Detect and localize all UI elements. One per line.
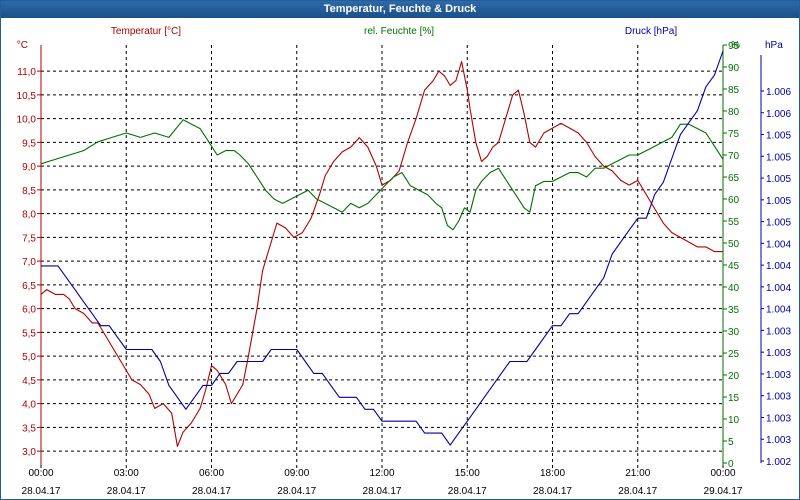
x-tick-time-label: 21:00 xyxy=(625,468,650,479)
humidity-tick-label: 10 xyxy=(728,415,740,426)
pressure-tick-label: 1.005 xyxy=(766,196,791,207)
pressure-tick-label: 1.002 xyxy=(766,457,791,468)
humidity-tick-label: 25 xyxy=(728,349,740,360)
x-tick-time-label: 09:00 xyxy=(284,468,309,479)
humidity-tick-label: 70 xyxy=(728,151,740,162)
pressure-unit-label: hPa xyxy=(765,40,783,51)
temperature-tick-label: 4,0 xyxy=(22,400,36,411)
temperature-tick-label: 8,5 xyxy=(22,186,36,197)
temperature-tick-label: 3,0 xyxy=(22,447,36,458)
humidity-tick-label: 40 xyxy=(728,283,740,294)
legend-pressure: Druck [hPa] xyxy=(625,26,677,37)
temperature-tick-label: 5,5 xyxy=(22,328,36,339)
humidity-tick-label: 85 xyxy=(728,85,740,96)
x-tick-date-label: 28.04.17 xyxy=(107,486,146,497)
x-tick-time-label: 15:00 xyxy=(455,468,480,479)
temperature-tick-label: 11,0 xyxy=(17,67,36,78)
x-tick-date-label: 28.04.17 xyxy=(448,486,487,497)
pressure-tick-label: 1.006 xyxy=(766,87,791,98)
humidity-tick-label: 30 xyxy=(728,327,740,338)
temperature-tick-label: 5,0 xyxy=(22,352,36,363)
x-tick-time-label: 03:00 xyxy=(114,468,139,479)
series xyxy=(40,50,724,447)
humidity-tick-label: 50 xyxy=(728,239,740,250)
legend-humidity: rel. Feuchte [%] xyxy=(364,26,434,37)
pressure-tick-label: 1.004 xyxy=(766,305,791,316)
x-tick-date-label: 28.04.17 xyxy=(277,486,316,497)
x-tick-time-label: 12:00 xyxy=(369,468,394,479)
humidity-tick-label: 90 xyxy=(728,63,740,74)
axes: °C % hPa Temperatur [°C] rel. Feuchte [%… xyxy=(17,26,792,497)
x-tick-date-label: 28.04.17 xyxy=(22,486,61,497)
humidity-tick-label: 55 xyxy=(728,217,740,228)
humidity-tick-label: 75 xyxy=(728,129,740,140)
pressure-tick-label: 1.003 xyxy=(766,413,791,424)
pressure-tick-label: 1.006 xyxy=(766,109,791,120)
x-tick-date-label: 28.04.17 xyxy=(363,486,402,497)
pressure-tick-label: 1.005 xyxy=(766,131,791,142)
temperature-tick-label: 6,5 xyxy=(22,281,36,292)
temperature-unit-label: °C xyxy=(17,40,28,51)
temperature-series-line xyxy=(40,61,723,447)
temperature-tick-label: 6,0 xyxy=(22,305,36,316)
pressure-tick-label: 1.004 xyxy=(766,239,791,250)
pressure-tick-label: 1.003 xyxy=(766,348,791,359)
pressure-tick-label: 1.003 xyxy=(766,392,791,403)
humidity-tick-label: 35 xyxy=(728,305,740,316)
pressure-tick-label: 1.005 xyxy=(766,152,791,163)
x-tick-time-label: 06:00 xyxy=(199,468,224,479)
pressure-tick-label: 1.005 xyxy=(766,218,791,229)
x-tick-time-label: 00:00 xyxy=(28,468,53,479)
humidity-tick-label: 20 xyxy=(728,371,740,382)
x-tick-date-label: 28.04.17 xyxy=(192,486,231,497)
x-tick-date-label: 28.04.17 xyxy=(618,486,657,497)
x-tick-date-label: 29.04.17 xyxy=(704,486,743,497)
humidity-tick-label: 80 xyxy=(728,107,740,118)
weather-chart: °C % hPa Temperatur [°C] rel. Feuchte [%… xyxy=(1,18,799,499)
x-tick-date-label: 28.04.17 xyxy=(533,486,572,497)
humidity-tick-label: 5 xyxy=(728,437,734,448)
temperature-tick-label: 10,5 xyxy=(17,91,37,102)
legend-temperature: Temperatur [°C] xyxy=(111,26,181,37)
humidity-unit-label: % xyxy=(731,40,740,51)
temperature-tick-label: 10,0 xyxy=(17,115,37,126)
chart-background xyxy=(1,18,799,499)
humidity-tick-label: 60 xyxy=(728,195,740,206)
chart-title: Temperatur, Feuchte & Druck xyxy=(1,1,799,18)
humidity-tick-label: 0 xyxy=(728,459,734,470)
pressure-tick-label: 1.004 xyxy=(766,261,791,272)
pressure-tick-label: 1.005 xyxy=(766,174,791,185)
pressure-tick-label: 1.003 xyxy=(766,435,791,446)
x-tick-time-label: 18:00 xyxy=(540,468,565,479)
humidity-tick-label: 45 xyxy=(728,261,740,272)
humidity-tick-label: 15 xyxy=(728,393,740,404)
temperature-tick-label: 9,0 xyxy=(22,162,36,173)
temperature-tick-label: 7,0 xyxy=(22,257,36,268)
temperature-tick-label: 4,5 xyxy=(22,376,36,387)
pressure-tick-label: 1.003 xyxy=(766,370,791,381)
temperature-tick-label: 3,5 xyxy=(22,423,36,434)
temperature-tick-label: 8,0 xyxy=(22,210,36,221)
pressure-series-line xyxy=(41,50,724,446)
x-tick-time-label: 00:00 xyxy=(710,468,735,479)
pressure-tick-label: 1.003 xyxy=(766,326,791,337)
temperature-tick-label: 7,5 xyxy=(22,233,36,244)
humidity-tick-label: 65 xyxy=(728,173,740,184)
humidity-tick-label: 95 xyxy=(728,41,740,52)
temperature-tick-label: 9,5 xyxy=(22,138,36,149)
pressure-tick-label: 1.004 xyxy=(766,283,791,294)
humidity-series-line xyxy=(40,119,724,231)
